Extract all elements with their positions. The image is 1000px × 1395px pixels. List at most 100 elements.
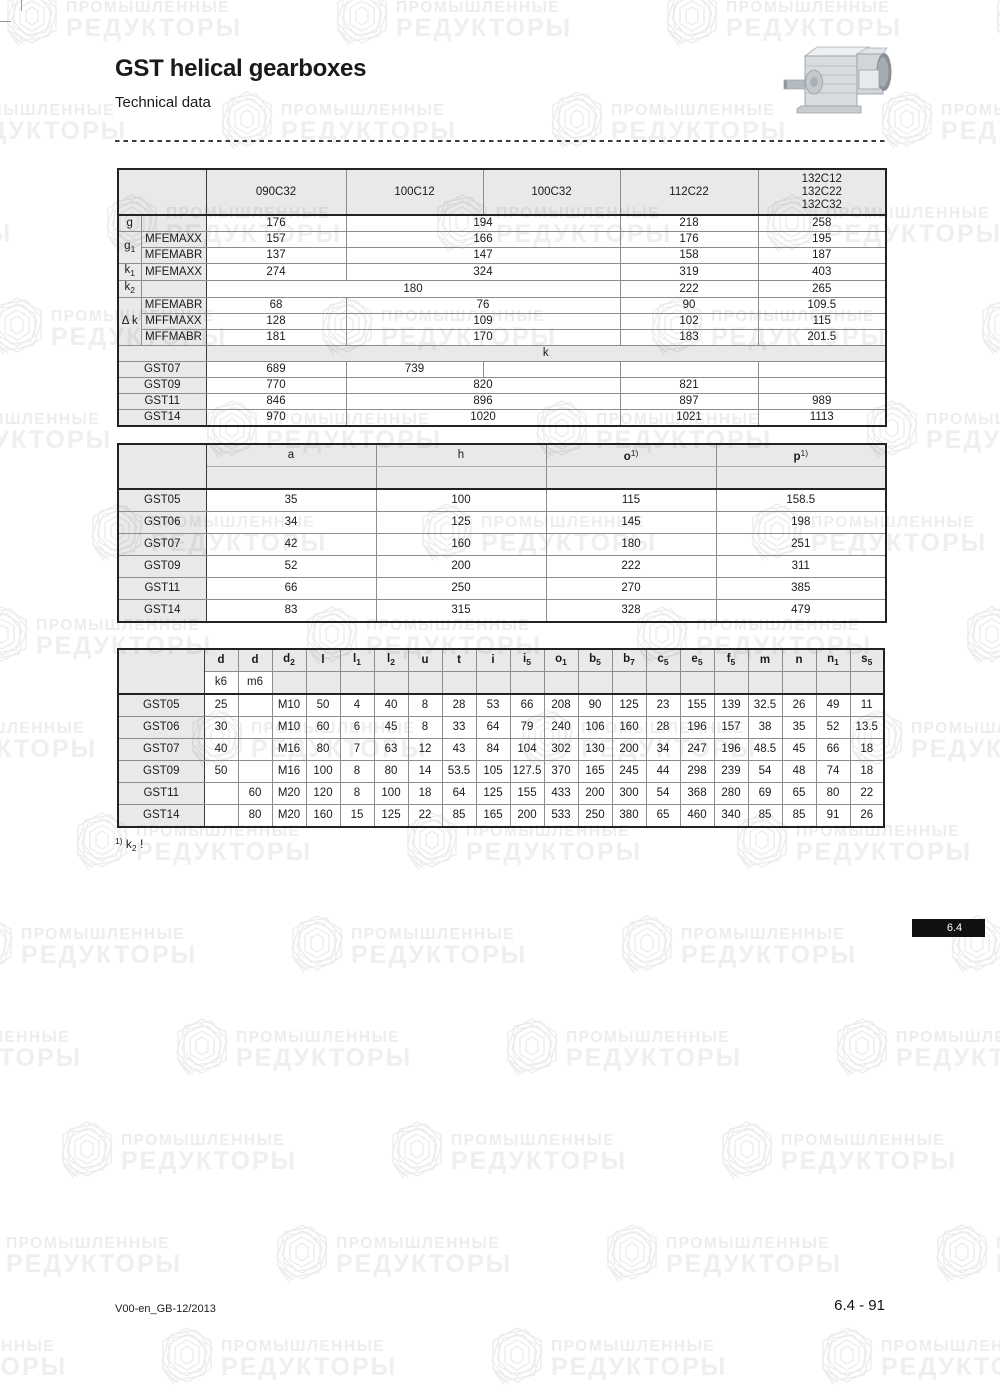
cell: 251 xyxy=(715,533,887,556)
cell: 80 xyxy=(815,782,851,805)
cell: 53 xyxy=(475,693,511,717)
col-header: c5 xyxy=(645,648,681,672)
col-header: o1 xyxy=(543,648,579,672)
cell: 280 xyxy=(713,782,749,805)
cell: 52 xyxy=(205,555,377,578)
row-label: GST06 xyxy=(117,511,207,534)
cell: 125 xyxy=(611,693,647,717)
header-spacer xyxy=(407,671,443,695)
row-label: Δ k xyxy=(117,297,142,346)
cell: 198 xyxy=(715,511,887,534)
param-cell xyxy=(140,214,207,232)
cell: 155 xyxy=(679,693,715,717)
section-tab-badge: 6.4 xyxy=(912,919,985,937)
cell: 370 xyxy=(543,760,579,783)
cell: 11 xyxy=(849,693,885,717)
cell: 125 xyxy=(375,511,547,534)
col-header: i xyxy=(475,648,511,672)
cell: 433 xyxy=(543,782,579,805)
cell: 66 xyxy=(509,693,545,717)
table-row: GST05 25 M10 50 4 40 8 28 53 66 208 90 125 23 155 139 32… xyxy=(117,693,885,717)
row-label: GST14 xyxy=(117,599,207,623)
cell xyxy=(237,693,273,717)
cell: 40 xyxy=(203,738,239,761)
cell: 145 xyxy=(545,511,717,534)
footer-document-code: V00-en_GB-12/2013 xyxy=(115,1303,216,1315)
cell: 8 xyxy=(407,716,443,739)
table-row: GST14 80 M20 160 15 125 22 85 165 200 533 250 380 65 4… xyxy=(117,804,885,828)
cell: 739 xyxy=(345,361,484,378)
cell: 240 xyxy=(543,716,579,739)
cell: 45 xyxy=(373,716,409,739)
cell: 105 xyxy=(475,760,511,783)
crop-mark-vertical xyxy=(21,0,22,11)
row-label: g xyxy=(117,214,142,232)
cell: 7 xyxy=(339,738,375,761)
cell: 200 xyxy=(375,555,547,578)
hexagon-swirl-logo xyxy=(605,1224,659,1287)
cell: 689 xyxy=(205,361,347,378)
cell: 340 xyxy=(713,804,749,828)
dimensions-table-motor-sizes: 090C32 100C12 100C32 112C22 132C12 132C22… xyxy=(117,168,887,427)
cell: 28 xyxy=(441,693,477,717)
header-spacer xyxy=(781,671,817,695)
hexagon-swirl-logo xyxy=(160,1327,214,1390)
param-cell xyxy=(140,280,207,298)
hexagon-swirl-logo xyxy=(720,1121,774,1184)
cell: 68 xyxy=(205,297,347,314)
cell: 80 xyxy=(373,760,409,783)
row-label: k1 xyxy=(117,263,142,281)
col-header: h xyxy=(375,443,547,467)
hexagon-swirl-logo xyxy=(220,91,274,154)
cell xyxy=(482,361,621,378)
cell: 85 xyxy=(441,804,477,828)
cell: 250 xyxy=(577,804,613,828)
cell: 8 xyxy=(339,760,375,783)
hexagon-swirl-logo xyxy=(995,0,1000,51)
cell: 25 xyxy=(203,693,239,717)
col-header: b5 xyxy=(577,648,613,672)
cell xyxy=(237,760,273,783)
cell: 128 xyxy=(205,313,347,330)
cell: 38 xyxy=(747,716,783,739)
col-header: 112C22 xyxy=(619,168,759,216)
cell: 324 xyxy=(345,263,621,281)
hexagon-swirl-logo xyxy=(505,1018,559,1081)
cell: 43 xyxy=(441,738,477,761)
cell: 8 xyxy=(407,693,443,717)
cell xyxy=(237,716,273,739)
cell: 989 xyxy=(757,393,887,410)
cell: 100 xyxy=(375,488,547,512)
cell: 200 xyxy=(577,782,613,805)
cell: 195 xyxy=(757,231,887,248)
param-cell: MFEMAXX xyxy=(140,263,207,281)
corner-cell xyxy=(117,443,207,490)
cell: 33 xyxy=(441,716,477,739)
hexagon-swirl-logo xyxy=(490,1327,544,1390)
col-header: d2 xyxy=(271,648,307,672)
row-label: GST09 xyxy=(117,760,205,783)
cell: 52 xyxy=(815,716,851,739)
cell: 26 xyxy=(781,693,817,717)
hexagon-swirl-logo xyxy=(835,1018,889,1081)
col-header: l2 xyxy=(373,648,409,672)
footer-page-number: 6.4 - 91 xyxy=(834,1297,885,1314)
cell: 897 xyxy=(619,393,759,410)
col-header: a xyxy=(205,443,377,467)
cell: 368 xyxy=(679,782,715,805)
header-spacer xyxy=(715,466,887,490)
cell: 1113 xyxy=(757,409,887,427)
row-label: GST06 xyxy=(117,716,205,739)
hexagon-swirl-logo xyxy=(275,1224,329,1287)
cell: 245 xyxy=(611,760,647,783)
header-spacer xyxy=(645,671,681,695)
